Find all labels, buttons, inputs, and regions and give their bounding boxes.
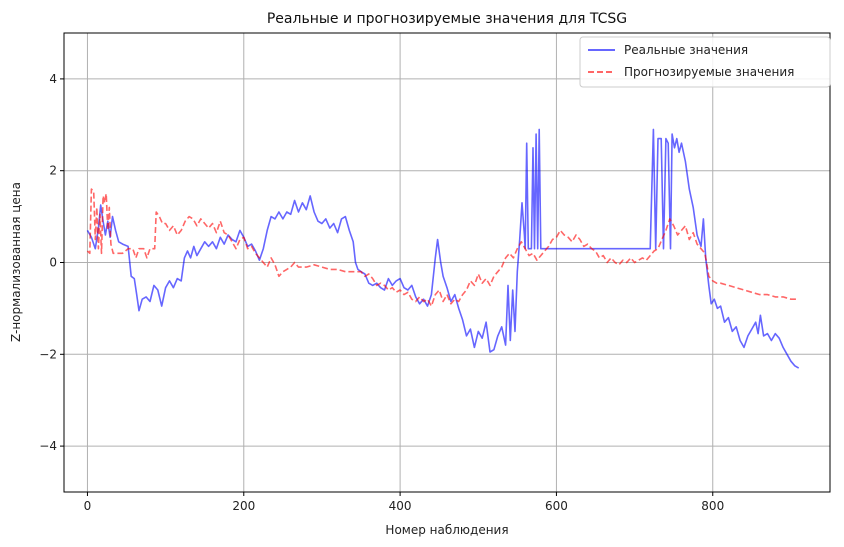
series-line-predicted [86,188,799,307]
x-axis-label: Номер наблюдения [385,523,508,537]
legend-label-predicted: Прогнозируемые значения [624,65,794,79]
chart-title: Реальные и прогнозируемые значения для T… [267,11,627,27]
legend-box [579,36,831,88]
series-line-real [86,128,800,369]
x-tick-label: 0 [84,499,92,513]
y-tick-label: 4 [49,72,57,86]
x-tick-label: 800 [701,499,724,513]
series-layer [86,128,800,369]
legend: Реальные значения Прогнозируемые значени… [579,36,831,88]
y-tick-label: 0 [49,256,57,270]
y-tick-label: 2 [49,164,57,178]
x-tick-label: 600 [545,499,568,513]
x-tick-label: 400 [389,499,412,513]
y-tick-label: −4 [39,439,57,453]
y-tick-label: −2 [39,347,57,361]
legend-label-real: Реальные значения [624,43,748,57]
x-tick-label: 200 [232,499,255,513]
ticks: 0 200 400 600 800 −4 −2 0 2 4 [39,72,724,513]
y-axis-label: Z-нормализованная цена [9,182,23,342]
